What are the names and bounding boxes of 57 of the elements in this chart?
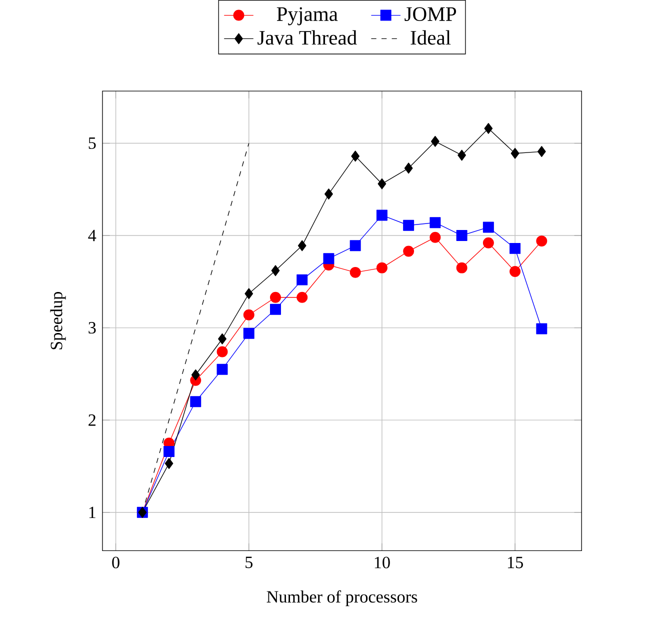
y-tick-label: 4: [88, 230, 96, 242]
y-axis-title: Speedup: [50, 292, 66, 350]
point: [244, 288, 254, 300]
point: [458, 150, 466, 161]
x-tick-label: 5: [246, 556, 252, 568]
point: [482, 222, 494, 233]
legend-label: JOMP: [404, 7, 456, 22]
point: [430, 136, 440, 148]
point: [510, 266, 521, 278]
point: [404, 162, 413, 174]
point: [190, 396, 202, 408]
point: [536, 323, 548, 334]
point: [323, 253, 334, 264]
point: [296, 274, 308, 286]
point: [164, 458, 174, 470]
legend-label: Pyjama: [276, 7, 338, 26]
point: [403, 246, 414, 257]
point: [376, 210, 388, 221]
point: [510, 148, 520, 160]
point: [296, 292, 308, 304]
y-tick-label: 3: [88, 322, 96, 334]
legend-label: Java Thread: [258, 30, 357, 45]
point: [430, 232, 441, 244]
point: [482, 238, 494, 249]
point: [403, 220, 414, 232]
point: [456, 262, 468, 274]
point: [456, 230, 468, 242]
point: [243, 328, 254, 340]
point: [484, 123, 493, 134]
x-tick-label: 15: [508, 556, 523, 568]
point: [270, 304, 281, 316]
legend-label: Ideal: [410, 30, 451, 45]
point: [298, 240, 306, 252]
point: [164, 446, 175, 458]
point: [324, 188, 333, 200]
point: [216, 346, 228, 358]
point: [378, 178, 386, 190]
point: [510, 243, 521, 254]
point: [376, 262, 388, 274]
point: [351, 150, 360, 162]
point: [537, 146, 546, 158]
x-axis-title: Number of processors: [266, 590, 418, 606]
point: [191, 370, 200, 381]
point: [270, 292, 281, 304]
y-tick-label: 1: [89, 506, 96, 518]
point: [243, 310, 254, 321]
point: [350, 240, 361, 252]
point: [216, 364, 228, 376]
point: [350, 267, 361, 278]
point: [536, 236, 548, 247]
x-tick-label: 10: [374, 556, 390, 569]
point: [218, 334, 226, 345]
x-tick-label: 0: [112, 556, 120, 569]
y-tick-label: 2: [88, 414, 96, 426]
point: [430, 217, 441, 228]
y-tick-label: 5: [88, 138, 96, 150]
point: [271, 265, 280, 276]
